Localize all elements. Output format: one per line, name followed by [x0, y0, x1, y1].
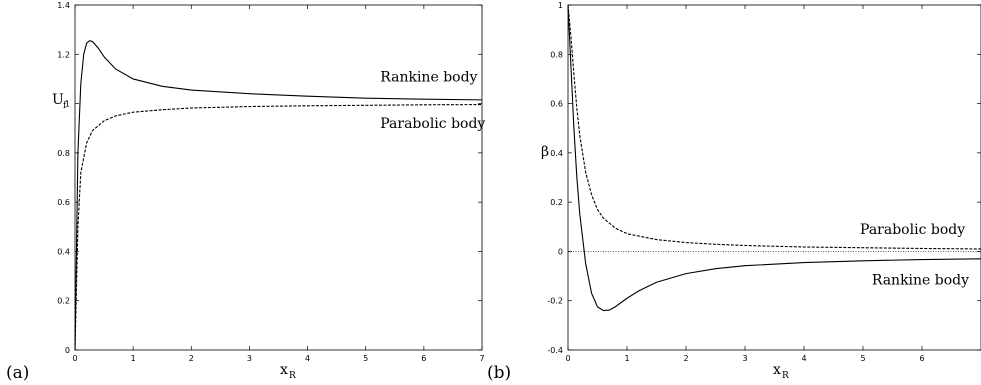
x-tick-label: 3 — [247, 354, 252, 363]
y-tick-label: 0 — [558, 247, 563, 256]
y-axis-label-subscript: f — [63, 101, 67, 111]
y-tick-label: 0.2 — [57, 297, 70, 306]
y-tick-label: -0.2 — [547, 297, 563, 306]
rankine-body-line — [74, 40, 483, 351]
series-annotation: Rankine body — [380, 69, 477, 85]
x-tick-label: 5 — [860, 354, 865, 363]
x-tick-label: 0 — [72, 354, 77, 363]
y-tick-label: 1.4 — [57, 1, 70, 10]
panel-label: (b) — [487, 363, 511, 383]
y-tick-label: 0.6 — [57, 198, 70, 207]
y-tick-label: -0.4 — [547, 346, 563, 355]
x-tick-label: 5 — [363, 354, 368, 363]
y-tick-label: 0.4 — [550, 149, 563, 158]
x-tick-label: 1 — [131, 354, 136, 363]
plot-frame — [567, 4, 981, 351]
series-annotation: Parabolic body — [860, 222, 965, 238]
series-annotation: Parabolic body — [380, 116, 485, 132]
x-axis-label-subscript: R — [289, 371, 296, 381]
plot-frame — [74, 4, 483, 351]
y-tick-label: 0.6 — [550, 100, 563, 109]
x-tick-label: 3 — [742, 354, 747, 363]
x-tick-label: 2 — [683, 354, 688, 363]
panel-b: 0 1 2 3 4 5 6 -0.4 -0.2 0 0.2 0.4 0.6 0.8 1 Parabolic b… — [487, 1, 981, 383]
y-tick-label: 1.2 — [57, 50, 70, 59]
series-annotation: Rankine body — [872, 273, 969, 289]
x-tick-label: 4 — [801, 354, 806, 363]
y-tick-label: 1 — [558, 1, 563, 10]
rankine-body-line — [567, 4, 981, 312]
parabolic-body-line — [74, 104, 483, 351]
y-axis-label: U — [52, 92, 64, 108]
x-axis-label: x — [280, 362, 288, 378]
panel-a: 0 1 2 3 4 5 6 7 0 0.2 0.4 0.6 0.8 1 1.2 1.4 Rankine body… — [6, 1, 485, 383]
y-tick-label: 1 — [65, 100, 70, 109]
y-tick-label: 0.2 — [550, 198, 563, 207]
x-tick-label: 2 — [189, 354, 194, 363]
x-axis-label: x — [773, 362, 781, 378]
x-tick-label: 4 — [305, 354, 310, 363]
x-axis-label-subscript: R — [782, 371, 789, 381]
y-tick-label: 0.8 — [57, 149, 70, 158]
y-axis-label: β — [541, 144, 549, 160]
y-tick-label: 0.8 — [550, 50, 563, 59]
x-tick-label: 6 — [421, 354, 426, 363]
x-tick-label: 0 — [565, 354, 570, 363]
y-tick-label: 0 — [65, 346, 70, 355]
x-tick-label: 7 — [479, 354, 484, 363]
parabolic-body-line — [567, 4, 981, 250]
x-tick-label: 6 — [919, 354, 924, 363]
x-tick-label: 1 — [624, 354, 629, 363]
panel-label: (a) — [6, 363, 29, 383]
y-tick-label: 0.4 — [57, 247, 70, 256]
